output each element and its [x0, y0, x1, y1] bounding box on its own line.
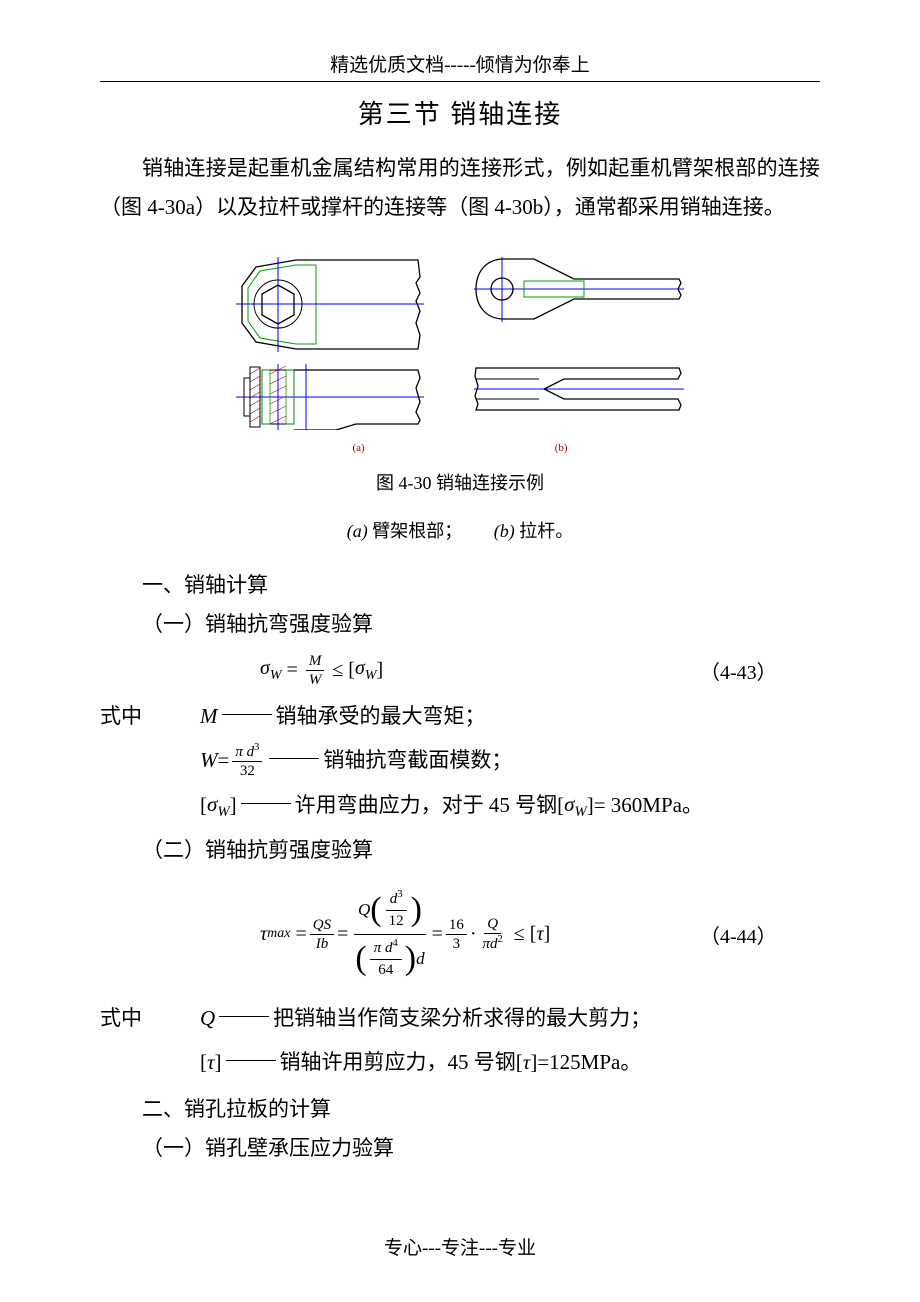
figure-labels: (a) (b) — [100, 442, 820, 454]
page-header: 精选优质文档-----倾情为你奉上 — [100, 50, 820, 82]
definition-M: 式中 M 销轴承受的最大弯矩； — [100, 697, 820, 737]
def-W-text: 销轴抗弯截面模数； — [323, 741, 512, 781]
heading-1-2: （二）销轴抗剪强度验算 — [100, 831, 820, 870]
figure-a-top — [236, 257, 424, 352]
equation-4-44: τmax = QSIb = Q(d312) (π d464)d = 163 · … — [100, 886, 820, 983]
figure-label-a: (a) — [352, 442, 364, 454]
def-M-symbol: M — [200, 697, 218, 737]
def-tau-text: 销轴许用剪应力，45 号钢 — [280, 1043, 516, 1083]
long-dash — [219, 1016, 269, 1017]
long-dash — [269, 758, 319, 759]
figure-4-30: (a) (b) — [100, 257, 820, 454]
heading-2-1: （一）销孔壁承压应力验算 — [100, 1129, 820, 1168]
intro-paragraph: 销轴连接是起重机金属结构常用的连接形式，例如起重机臂架根部的连接（图 4-30a… — [100, 149, 820, 227]
figure-b-top — [474, 257, 684, 322]
figure-label-b: (b) — [555, 442, 568, 454]
figure-a-bottom — [236, 364, 424, 430]
def-prefix-2: 式中 — [100, 999, 200, 1039]
section-title: 第三节 销轴连接 — [100, 94, 820, 131]
long-dash — [226, 1060, 276, 1061]
heading-1: 一、销轴计算 — [100, 566, 820, 605]
long-dash — [222, 714, 272, 715]
def-sigma-val: = 360MPa。 — [594, 786, 703, 826]
figure-b-bottom — [474, 364, 684, 414]
definition-Q: 式中 Q 把销轴当作简支梁分析求得的最大剪力； — [100, 999, 820, 1039]
equation-number-4-43: （4-43） — [700, 656, 820, 685]
figure-caption: 图 4-30 销轴连接示例 — [100, 469, 820, 498]
definition-tau: [τ] 销轴许用剪应力，45 号钢 [τ] =125MPa。 — [100, 1043, 820, 1083]
equation-4-43: σW = MW ≤ [σW] （4-43） — [100, 652, 820, 689]
heading-1-1: （一）销轴抗弯强度验算 — [100, 605, 820, 644]
subcaption-b-text: 拉杆。 — [515, 521, 574, 541]
def-sigma-text: 许用弯曲应力，对于 45 号钢 — [295, 786, 558, 826]
figure-row-bottom — [100, 364, 820, 430]
figure-row-top — [100, 257, 820, 352]
figure-subcaption: (a) 臂架根部； (b) 拉杆。 — [100, 517, 820, 546]
def-Q-symbol: Q — [200, 999, 215, 1039]
definition-sigma: [σW] 许用弯曲应力，对于 45 号钢 [σW] = 360MPa。 — [100, 785, 820, 827]
def-Q-text: 把销轴当作简支梁分析求得的最大剪力； — [273, 999, 651, 1039]
heading-2: 二、销孔拉板的计算 — [100, 1090, 820, 1129]
def-tau-val: =125MPa。 — [537, 1043, 641, 1083]
def-prefix: 式中 — [100, 697, 200, 737]
subcaption-b-label: (b) — [494, 521, 515, 541]
page-footer: 专心---专注---专业 — [0, 1233, 920, 1260]
subcaption-a-text: 臂架根部； — [368, 521, 463, 541]
equation-number-4-44: （4-44） — [700, 920, 820, 949]
long-dash — [241, 803, 291, 804]
subcaption-a-label: (a) — [347, 521, 368, 541]
definition-W: W = π d332 销轴抗弯截面模数； — [100, 741, 820, 781]
def-M-text: 销轴承受的最大弯矩； — [276, 697, 486, 737]
